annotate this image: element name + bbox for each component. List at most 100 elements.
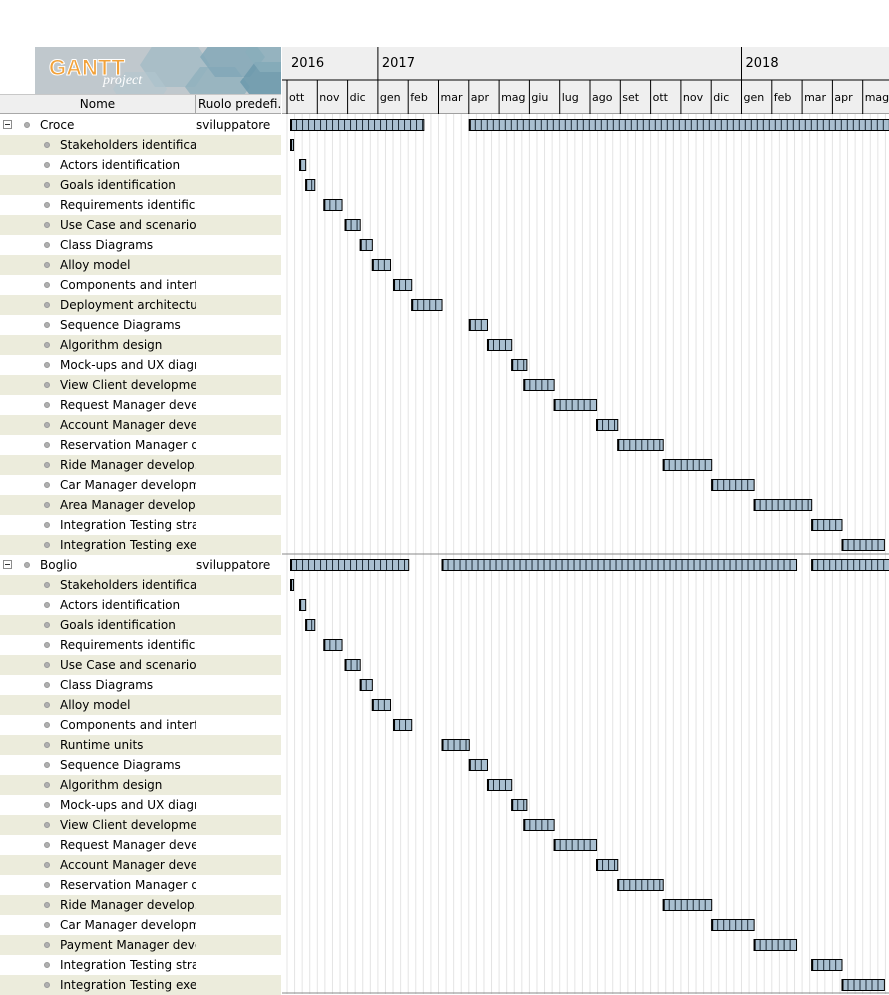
task-row[interactable]: Mock-ups and UX diagr... xyxy=(0,795,281,815)
task-bar[interactable] xyxy=(553,839,598,851)
task-bar[interactable] xyxy=(596,419,619,431)
task-bar[interactable] xyxy=(344,659,361,671)
task-bar[interactable] xyxy=(411,299,443,311)
resource-row[interactable]: Croce sviluppatore xyxy=(0,115,281,135)
task-row[interactable]: Requirements identifica... xyxy=(0,195,281,215)
task-bar[interactable] xyxy=(441,739,470,751)
task-bar[interactable] xyxy=(617,879,664,891)
task-bar[interactable] xyxy=(305,179,316,191)
task-bar[interactable] xyxy=(359,679,373,691)
task-bar[interactable] xyxy=(468,759,488,771)
task-row[interactable]: Request Manager devel... xyxy=(0,395,281,415)
task-row[interactable]: Area Manager develop... xyxy=(0,495,281,515)
task-row[interactable]: Actors identification xyxy=(0,595,281,615)
task-row[interactable]: Algorithm design xyxy=(0,775,281,795)
task-row[interactable]: Request Manager devel... xyxy=(0,835,281,855)
task-row[interactable]: Integration Testing exec... xyxy=(0,975,281,995)
task-bar[interactable] xyxy=(486,779,513,791)
task-bar[interactable] xyxy=(617,439,664,451)
task-row[interactable]: View Client development xyxy=(0,815,281,835)
task-row[interactable]: Requirements identifica... xyxy=(0,635,281,655)
task-name: Stakeholders identificati... xyxy=(60,138,196,152)
task-bar[interactable] xyxy=(523,379,555,391)
task-row[interactable]: Reservation Manager d... xyxy=(0,875,281,895)
task-bar[interactable] xyxy=(486,339,513,351)
task-bar[interactable] xyxy=(553,399,598,411)
task-row[interactable]: Class Diagrams xyxy=(0,235,281,255)
task-bar[interactable] xyxy=(323,199,343,211)
task-row[interactable]: Use Case and scenarios xyxy=(0,215,281,235)
task-row[interactable]: Integration Testing strat... xyxy=(0,955,281,975)
task-bar[interactable] xyxy=(299,159,307,171)
task-bar[interactable] xyxy=(290,559,410,571)
task-row[interactable]: Alloy model xyxy=(0,255,281,275)
task-row[interactable]: Components and interf... xyxy=(0,715,281,735)
task-bar[interactable] xyxy=(468,119,889,131)
resource-row[interactable]: Boglio sviluppatore xyxy=(0,555,281,575)
task-bar[interactable] xyxy=(511,799,528,811)
task-bar[interactable] xyxy=(344,219,361,231)
task-row[interactable]: Use Case and scenarios xyxy=(0,655,281,675)
task-bar[interactable] xyxy=(441,559,798,571)
task-row[interactable]: Integration Testing strat... xyxy=(0,515,281,535)
task-row[interactable]: Payment Manager deve... xyxy=(0,935,281,955)
task-row[interactable]: Reservation Manager d... xyxy=(0,435,281,455)
task-bar[interactable] xyxy=(662,459,713,471)
task-row[interactable]: Algorithm design xyxy=(0,335,281,355)
task-bar[interactable] xyxy=(305,619,316,631)
task-bar[interactable] xyxy=(753,939,798,951)
task-bar[interactable] xyxy=(711,479,755,491)
task-row[interactable]: Account Manager devel... xyxy=(0,415,281,435)
task-row[interactable]: Stakeholders identificati... xyxy=(0,135,281,155)
task-row[interactable]: Sequence Diagrams xyxy=(0,755,281,775)
task-bar[interactable] xyxy=(393,279,413,291)
task-row[interactable]: Alloy model xyxy=(0,695,281,715)
task-bar[interactable] xyxy=(841,979,885,991)
task-row[interactable]: Mock-ups and UX diagr... xyxy=(0,355,281,375)
task-bar[interactable] xyxy=(299,599,307,611)
task-bar[interactable] xyxy=(371,259,392,271)
task-bar[interactable] xyxy=(359,239,373,251)
task-row[interactable]: Runtime units xyxy=(0,735,281,755)
collapse-toggle-icon[interactable] xyxy=(3,120,12,129)
task-row[interactable]: Deployment architecture xyxy=(0,295,281,315)
task-row[interactable]: Stakeholders identificati... xyxy=(0,575,281,595)
task-row[interactable]: Goals identification xyxy=(0,175,281,195)
task-bar[interactable] xyxy=(711,919,755,931)
task-bar[interactable] xyxy=(290,579,295,591)
task-row[interactable]: Actors identification xyxy=(0,155,281,175)
task-row[interactable]: Components and interf... xyxy=(0,275,281,295)
task-row[interactable]: Sequence Diagrams xyxy=(0,315,281,335)
task-row[interactable]: Class Diagrams xyxy=(0,675,281,695)
task-row[interactable]: Car Manager developm... xyxy=(0,915,281,935)
task-bar[interactable] xyxy=(662,899,713,911)
task-row[interactable]: Ride Manager develop... xyxy=(0,895,281,915)
task-bar[interactable] xyxy=(468,319,488,331)
task-bar[interactable] xyxy=(841,539,885,551)
task-bar[interactable] xyxy=(596,859,619,871)
task-bar[interactable] xyxy=(811,519,843,531)
task-bar[interactable] xyxy=(323,639,343,651)
column-role-header[interactable]: Ruolo predefi... xyxy=(198,97,281,111)
task-bar[interactable] xyxy=(371,699,392,711)
task-bar[interactable] xyxy=(393,719,413,731)
task-bar[interactable] xyxy=(811,559,889,571)
task-bar[interactable] xyxy=(290,139,295,151)
task-row[interactable]: Ride Manager develop... xyxy=(0,455,281,475)
task-bar[interactable] xyxy=(511,359,528,371)
task-bar[interactable] xyxy=(290,119,425,131)
column-name-header[interactable]: Nome xyxy=(0,95,196,114)
resource-role: sviluppatore xyxy=(196,558,271,572)
collapse-toggle-icon[interactable] xyxy=(3,560,12,569)
task-row[interactable]: Account Manager devel... xyxy=(0,855,281,875)
task-row[interactable]: Car Manager developm... xyxy=(0,475,281,495)
task-bar-fill xyxy=(323,199,343,211)
task-row[interactable]: View Client development xyxy=(0,375,281,395)
task-row[interactable]: Integration Testing exec... xyxy=(0,535,281,555)
gantt-chart-area[interactable]: ott nov dic gen feb mar apr mag giu lug ago set ott n… xyxy=(282,47,889,994)
task-row[interactable]: Goals identification xyxy=(0,615,281,635)
task-bar[interactable] xyxy=(753,499,813,511)
task-bar[interactable] xyxy=(523,819,555,831)
task-bar[interactable] xyxy=(811,959,843,971)
task-bar-start-marker xyxy=(393,279,396,291)
